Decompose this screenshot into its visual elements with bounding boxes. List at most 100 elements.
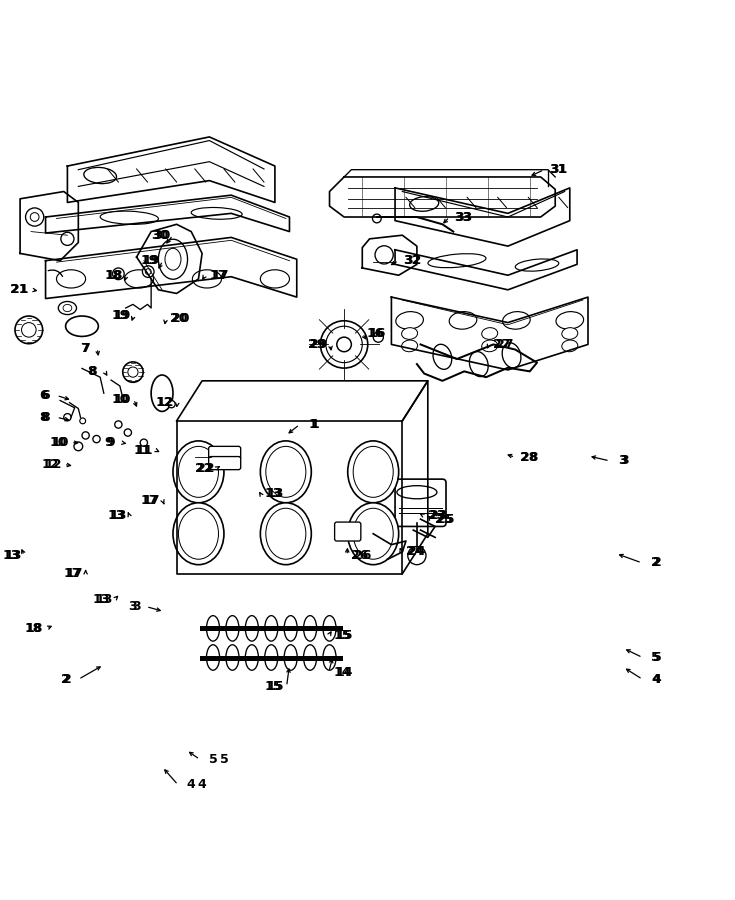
- Ellipse shape: [284, 616, 297, 641]
- Ellipse shape: [58, 302, 76, 315]
- Text: 19: 19: [143, 254, 159, 267]
- Text: 15: 15: [333, 629, 351, 643]
- Text: 19: 19: [112, 309, 129, 322]
- Ellipse shape: [260, 441, 312, 503]
- Text: 5: 5: [653, 651, 662, 664]
- Ellipse shape: [396, 311, 423, 329]
- Text: 12: 12: [42, 458, 60, 471]
- Ellipse shape: [245, 616, 259, 641]
- Text: 32: 32: [404, 254, 422, 267]
- Ellipse shape: [428, 254, 486, 267]
- Ellipse shape: [433, 345, 452, 369]
- Ellipse shape: [556, 311, 584, 329]
- Text: 1: 1: [311, 418, 319, 431]
- Ellipse shape: [143, 266, 154, 277]
- Text: 3: 3: [619, 454, 627, 467]
- Ellipse shape: [61, 232, 74, 246]
- Ellipse shape: [401, 328, 417, 339]
- Ellipse shape: [284, 644, 297, 670]
- Ellipse shape: [65, 316, 98, 337]
- Ellipse shape: [159, 239, 187, 279]
- Ellipse shape: [168, 400, 175, 408]
- Text: 7: 7: [82, 342, 90, 355]
- Text: 13: 13: [265, 487, 282, 500]
- Text: 7: 7: [80, 342, 88, 355]
- Ellipse shape: [165, 248, 181, 270]
- Ellipse shape: [481, 328, 498, 339]
- Text: 15: 15: [335, 629, 353, 643]
- Text: 33: 33: [456, 211, 473, 223]
- Text: 12: 12: [157, 396, 174, 410]
- Ellipse shape: [191, 208, 242, 220]
- Text: 19: 19: [141, 254, 158, 267]
- Ellipse shape: [146, 269, 151, 274]
- Ellipse shape: [502, 343, 521, 368]
- Ellipse shape: [348, 503, 398, 564]
- Ellipse shape: [348, 441, 398, 503]
- Text: 15: 15: [266, 680, 284, 693]
- Ellipse shape: [57, 270, 85, 288]
- Text: 3: 3: [620, 454, 628, 467]
- Ellipse shape: [226, 616, 239, 641]
- Text: 4: 4: [187, 778, 196, 791]
- Ellipse shape: [304, 616, 317, 641]
- Ellipse shape: [266, 508, 306, 559]
- Text: 4: 4: [653, 673, 662, 686]
- Text: 10: 10: [49, 436, 67, 449]
- Ellipse shape: [173, 441, 224, 503]
- Text: 30: 30: [154, 229, 171, 242]
- Text: 21: 21: [11, 284, 29, 296]
- Text: 3: 3: [132, 600, 141, 613]
- Text: 20: 20: [171, 312, 189, 326]
- Ellipse shape: [124, 270, 154, 288]
- Ellipse shape: [562, 340, 578, 352]
- Text: 21: 21: [10, 284, 27, 296]
- Text: 27: 27: [495, 338, 513, 351]
- Text: 26: 26: [354, 549, 371, 562]
- Ellipse shape: [179, 446, 218, 498]
- Text: 26: 26: [351, 549, 369, 562]
- Text: 30: 30: [151, 229, 168, 242]
- Ellipse shape: [326, 326, 362, 363]
- Text: 17: 17: [209, 269, 227, 282]
- Ellipse shape: [337, 338, 351, 352]
- Text: 8: 8: [87, 364, 96, 378]
- Text: 24: 24: [408, 545, 426, 558]
- Ellipse shape: [503, 311, 530, 329]
- Ellipse shape: [207, 644, 220, 670]
- Text: 28: 28: [520, 451, 537, 464]
- Ellipse shape: [115, 421, 122, 428]
- Ellipse shape: [80, 418, 85, 424]
- FancyBboxPatch shape: [209, 446, 240, 460]
- Ellipse shape: [123, 362, 143, 382]
- Text: 10: 10: [51, 436, 69, 449]
- Ellipse shape: [562, 328, 578, 339]
- Ellipse shape: [481, 340, 498, 352]
- Ellipse shape: [30, 212, 39, 221]
- Text: 17: 17: [212, 269, 229, 282]
- Ellipse shape: [140, 439, 148, 446]
- Text: 27: 27: [493, 338, 511, 351]
- Ellipse shape: [151, 375, 173, 411]
- Text: 14: 14: [333, 666, 351, 679]
- Text: 19: 19: [113, 309, 131, 322]
- Text: 17: 17: [66, 567, 84, 580]
- Text: 12: 12: [44, 458, 62, 471]
- Text: 18: 18: [106, 269, 123, 282]
- Text: 6: 6: [41, 389, 50, 402]
- Ellipse shape: [193, 270, 221, 288]
- Text: 5: 5: [220, 753, 229, 766]
- Ellipse shape: [375, 246, 393, 264]
- Text: 33: 33: [454, 211, 471, 223]
- Text: 2: 2: [63, 673, 72, 686]
- Ellipse shape: [323, 644, 336, 670]
- Ellipse shape: [112, 268, 124, 280]
- Text: 11: 11: [135, 444, 153, 456]
- Ellipse shape: [354, 508, 393, 559]
- Text: 31: 31: [549, 163, 566, 176]
- Text: 9: 9: [107, 436, 115, 449]
- Ellipse shape: [515, 259, 559, 271]
- Ellipse shape: [207, 616, 220, 641]
- Text: 4: 4: [198, 778, 207, 791]
- Text: 28: 28: [521, 451, 539, 464]
